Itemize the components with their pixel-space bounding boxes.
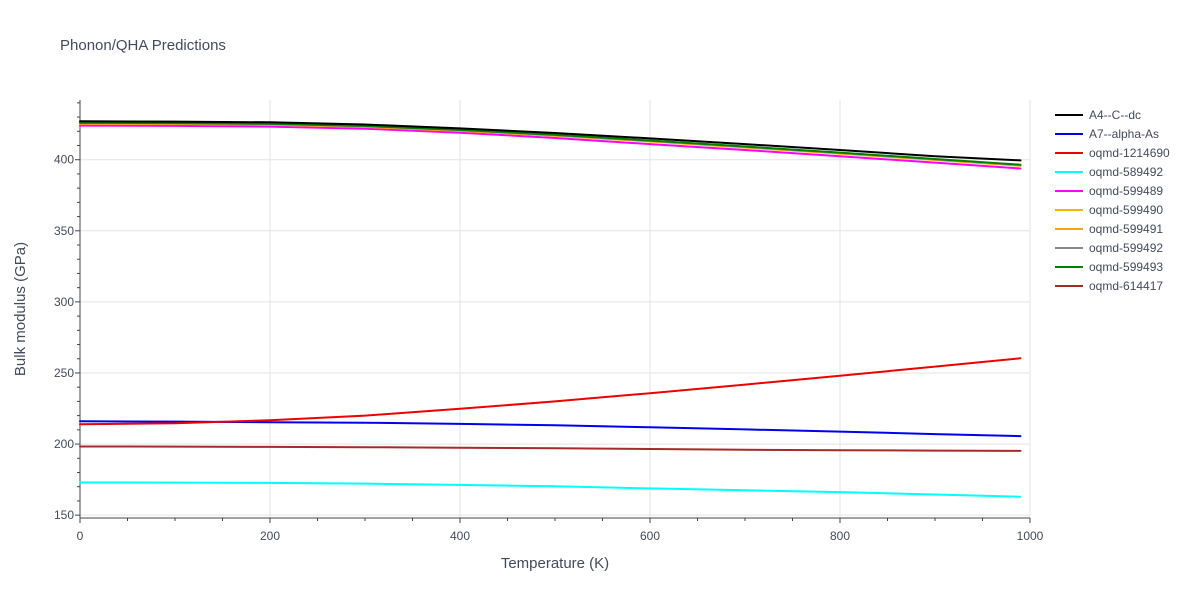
legend-label: A4--C--dc (1089, 108, 1141, 122)
legend-label: oqmd-599491 (1089, 222, 1163, 236)
x-tick-label: 200 (260, 529, 280, 543)
y-axis-title: Bulk modulus (GPa) (12, 242, 29, 376)
series-line-A4--C--dc (79, 120, 1022, 162)
axes: 0 200 400 600 800 1000 150 200 250 300 350 400 (54, 100, 1044, 543)
series-line-oqmd-589492 (79, 481, 1022, 498)
series-lines (79, 120, 1022, 498)
x-tick-label: 0 (77, 529, 84, 543)
series-line-oqmd-599489 (79, 124, 1022, 170)
legend-label: oqmd-599489 (1089, 184, 1163, 198)
legend-label: oqmd-599492 (1089, 241, 1163, 255)
y-tick-label: 350 (54, 224, 74, 238)
y-tick-label: 150 (54, 508, 74, 522)
legend-label: oqmd-599493 (1089, 260, 1163, 274)
x-tick-label: 800 (830, 529, 850, 543)
legend-label: oqmd-589492 (1089, 165, 1163, 179)
x-axis-title: Temperature (K) (501, 555, 609, 572)
chart-title: Phonon/QHA Predictions (60, 37, 226, 54)
y-tick-label: 400 (54, 153, 74, 167)
x-tick-label: 1000 (1017, 529, 1044, 543)
series-line-A7--alpha-As (79, 420, 1022, 438)
x-tick-label: 400 (450, 529, 470, 543)
legend-label: oqmd-1214690 (1089, 146, 1170, 160)
legend: A4--C--dc A7--alpha-As oqmd-1214690 oqmd-58… (1055, 108, 1170, 293)
series-line-oqmd-1214690 (79, 357, 1022, 426)
series-line-oqmd-599493 (79, 121, 1022, 166)
y-tick-label: 250 (54, 366, 74, 380)
grid (80, 100, 1031, 518)
x-tick-label: 600 (640, 529, 660, 543)
y-tick-label: 200 (54, 437, 74, 451)
series-line-oqmd-614417 (79, 445, 1022, 452)
legend-label: oqmd-599490 (1089, 203, 1163, 217)
legend-label: A7--alpha-As (1089, 127, 1159, 141)
y-tick-label: 300 (54, 295, 74, 309)
legend-label: oqmd-614417 (1089, 279, 1163, 293)
